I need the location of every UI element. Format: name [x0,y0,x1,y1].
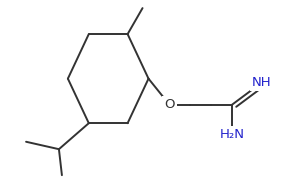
Text: H₂N: H₂N [220,128,244,141]
Text: O: O [164,98,175,111]
Text: NH: NH [252,76,272,89]
